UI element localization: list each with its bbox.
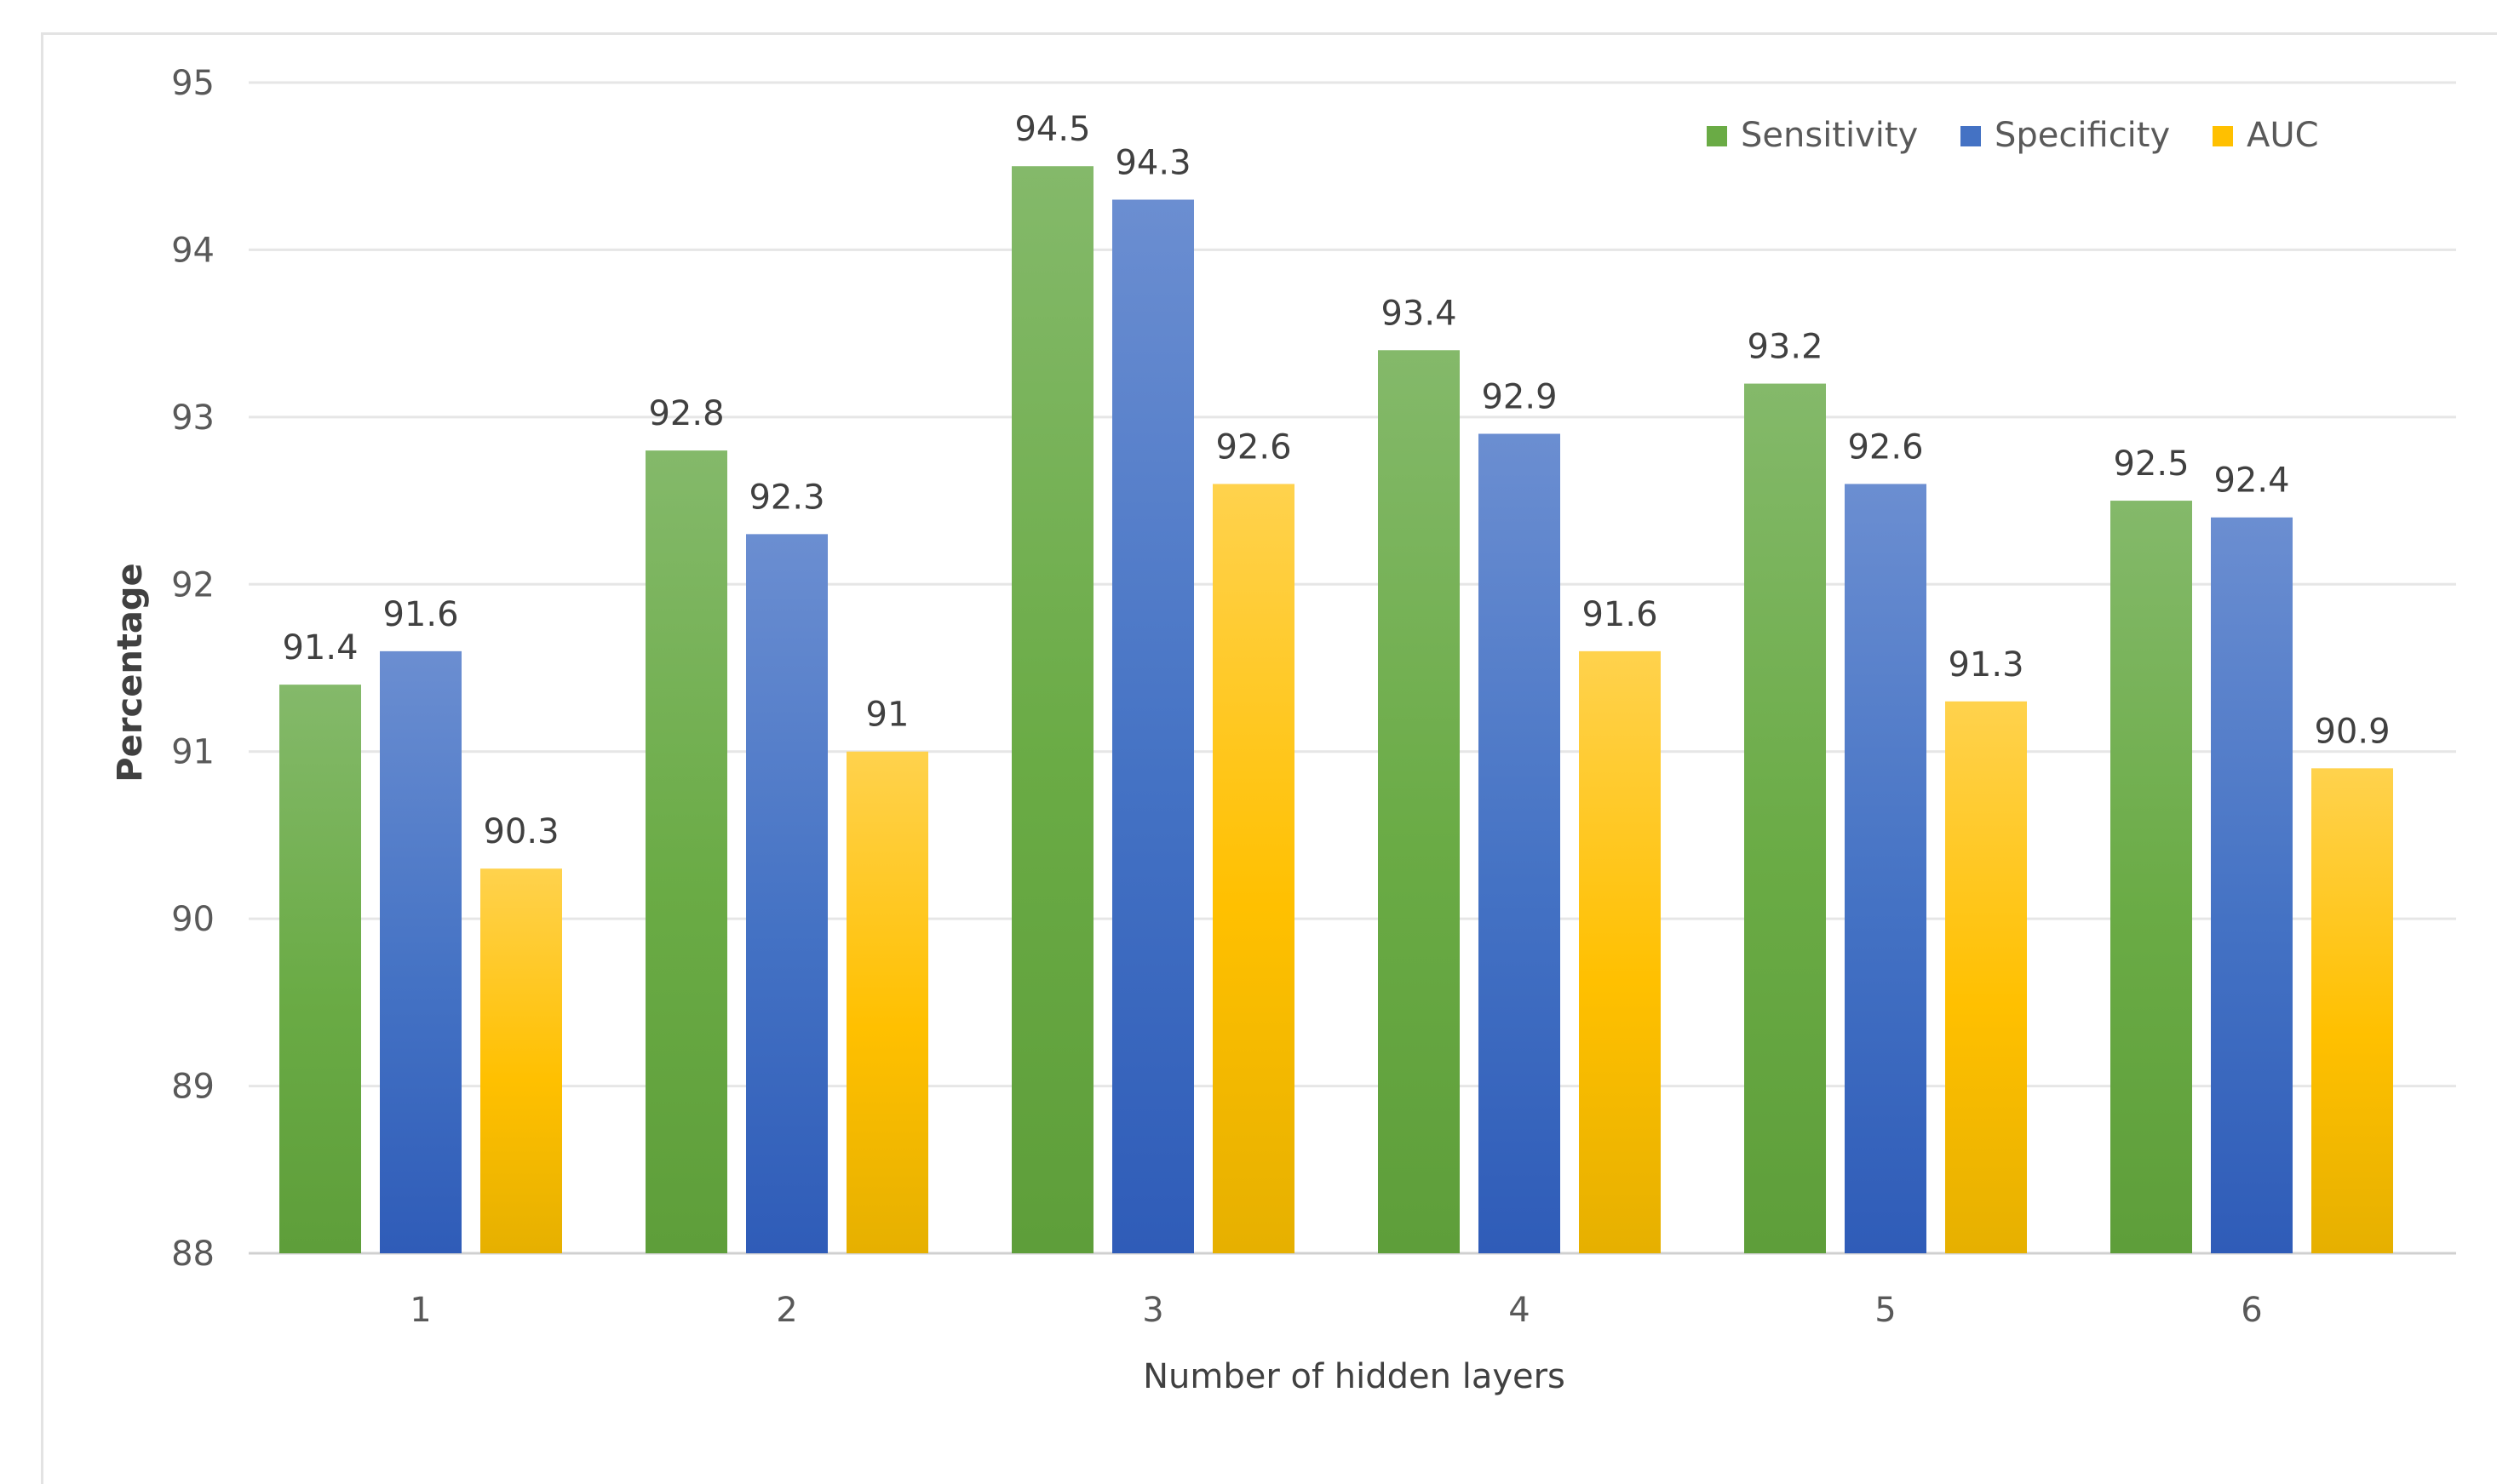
y-tick-label: 90 <box>171 900 215 939</box>
bar-specificity-1 <box>380 650 462 1253</box>
chart-frame <box>41 32 2497 1484</box>
data-label-sensitivity-4: 93.4 <box>1381 294 1456 333</box>
x-tick-label: 6 <box>2241 1291 2262 1330</box>
y-tick-label: 92 <box>171 565 215 604</box>
legend-item-auc: AUC <box>2213 116 2319 155</box>
y-tick-label: 95 <box>171 64 215 103</box>
x-tick-label: 3 <box>1142 1291 1163 1330</box>
data-label-specificity-5: 92.6 <box>1847 427 1923 467</box>
x-tick-label: 2 <box>776 1291 797 1330</box>
bar-auc-3 <box>1213 484 1294 1253</box>
data-label-specificity-6: 92.4 <box>2213 461 2289 501</box>
bar-sensitivity-1 <box>279 685 361 1253</box>
x-axis-title: Number of hidden layers <box>1143 1357 1565 1396</box>
bar-sensitivity-2 <box>646 450 727 1253</box>
data-label-auc-2: 91 <box>866 696 910 735</box>
bar-specificity-5 <box>1845 484 1926 1253</box>
legend: Sensitivity Specificity AUC <box>1707 116 2319 155</box>
bar-specificity-6 <box>2211 517 2293 1253</box>
bar-auc-1 <box>480 868 562 1253</box>
gridlines <box>249 81 2456 1255</box>
data-label-specificity-3: 94.3 <box>1115 144 1191 183</box>
y-axis-title: Percentage <box>111 563 150 782</box>
x-tick-label: 5 <box>1874 1291 1896 1330</box>
bar-auc-5 <box>1945 701 2027 1253</box>
data-label-specificity-2: 92.3 <box>749 478 824 517</box>
legend-label: AUC <box>2247 116 2319 155</box>
data-label-sensitivity-2: 92.8 <box>648 394 724 433</box>
bar-sensitivity-5 <box>1744 383 1826 1254</box>
data-label-sensitivity-5: 93.2 <box>1747 328 1823 367</box>
bar-sensitivity-6 <box>2110 501 2192 1253</box>
bar-sensitivity-4 <box>1378 350 1460 1254</box>
bar-auc-6 <box>2311 768 2393 1253</box>
y-tick-label: 93 <box>171 398 215 438</box>
x-tick-label: 1 <box>410 1291 431 1330</box>
y-tick-label: 88 <box>171 1235 215 1274</box>
legend-swatch <box>1707 126 1727 146</box>
bar-auc-2 <box>847 751 928 1253</box>
legend-item-sensitivity: Sensitivity <box>1707 116 1918 155</box>
data-label-auc-4: 91.6 <box>1581 595 1657 634</box>
legend-swatch <box>2213 126 2233 146</box>
y-tick-label: 89 <box>171 1068 215 1107</box>
bar-specificity-2 <box>746 534 828 1253</box>
data-label-sensitivity-1: 91.4 <box>282 628 358 668</box>
y-axis-ticks: 88 89 90 91 92 93 94 95 <box>171 64 215 1274</box>
data-label-auc-3: 92.6 <box>1215 427 1291 467</box>
data-label-specificity-1: 91.6 <box>382 595 458 634</box>
bar-sensitivity-3 <box>1012 166 1094 1254</box>
y-tick-label: 91 <box>171 733 215 772</box>
y-tick-label: 94 <box>171 231 215 270</box>
data-label-auc-5: 91.3 <box>1948 645 2023 685</box>
bar-specificity-3 <box>1112 199 1194 1253</box>
bar-auc-4 <box>1579 650 1661 1253</box>
data-label-sensitivity-3: 94.5 <box>1014 110 1090 149</box>
bar-specificity-4 <box>1478 433 1560 1253</box>
legend-label: Specificity <box>1995 116 2170 155</box>
x-axis-ticks: 1 2 3 4 5 6 <box>410 1291 2262 1330</box>
data-label-auc-6: 90.9 <box>2314 712 2390 751</box>
data-label-auc-1: 90.3 <box>483 812 559 851</box>
legend-item-specificity: Specificity <box>1960 116 2170 155</box>
data-label-sensitivity-6: 92.5 <box>2113 444 2189 484</box>
legend-swatch <box>1960 126 1981 146</box>
x-tick-label: 4 <box>1508 1291 1530 1330</box>
legend-label: Sensitivity <box>1741 116 1918 155</box>
bars <box>279 166 2393 1254</box>
data-label-specificity-4: 92.9 <box>1481 378 1557 417</box>
data-labels: 91.4 91.6 90.3 92.8 92.3 91 94.5 94.3 92.6 93.4 92… <box>282 110 2390 851</box>
